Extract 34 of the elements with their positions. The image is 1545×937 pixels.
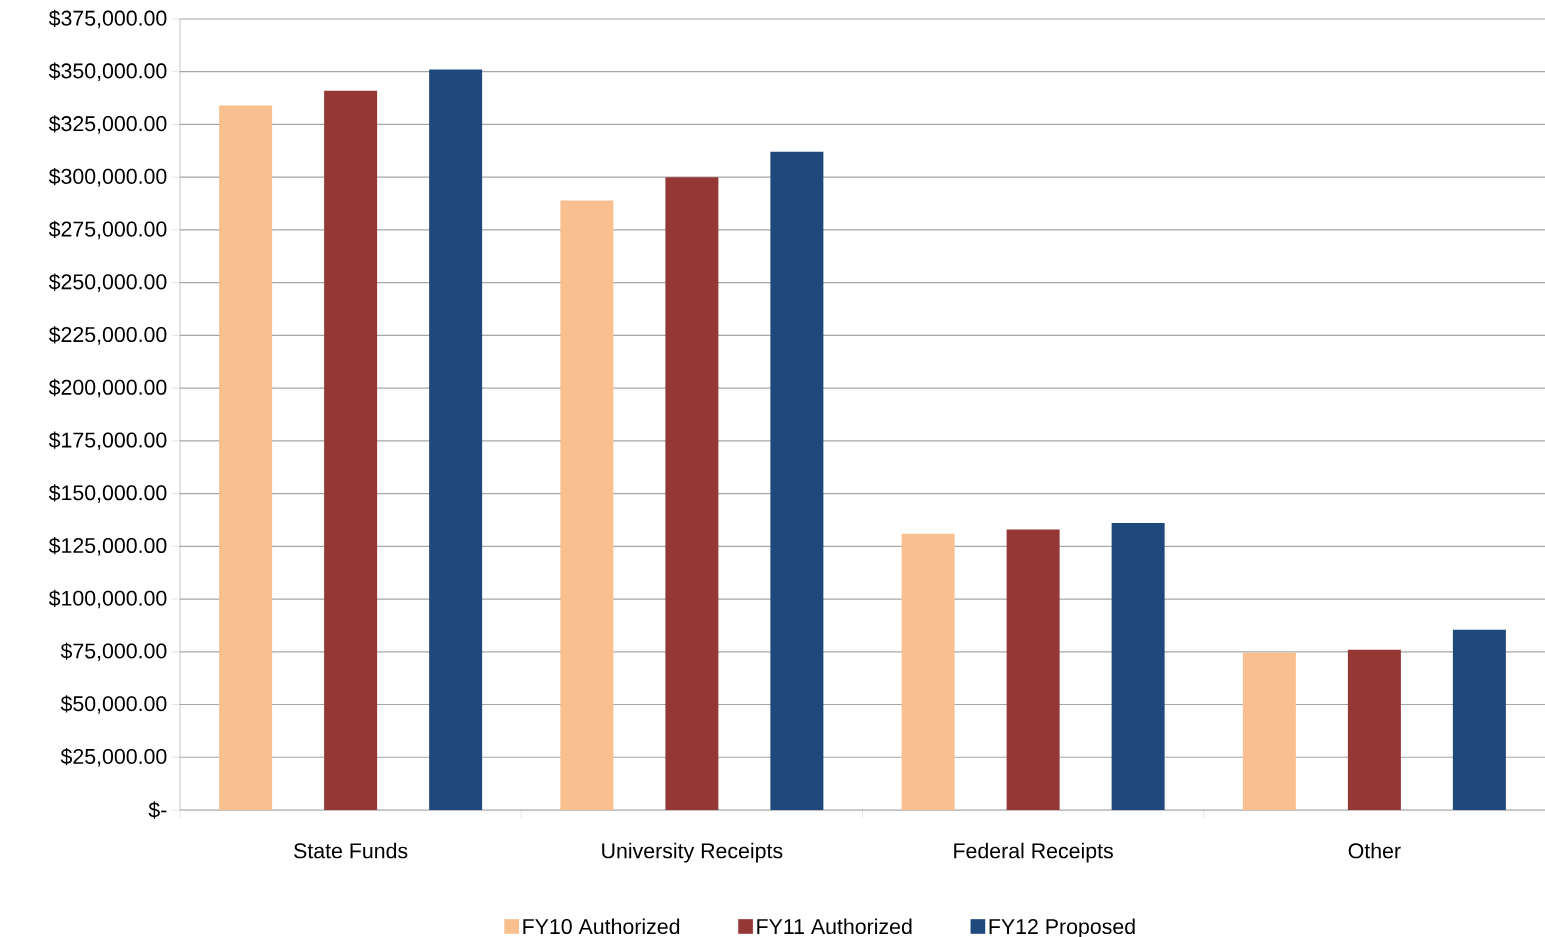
y-tick-label: $150,000.00 — [48, 484, 167, 503]
legend-label: FY11 Authorized — [757, 918, 912, 935]
y-tick-label: $125,000.00 — [48, 537, 167, 556]
bar — [429, 69, 483, 810]
x-tick-label: Federal Receipts — [954, 842, 1113, 863]
y-tick-label: $25,000.00 — [60, 747, 167, 767]
bar — [1452, 629, 1506, 810]
x-tick-label: State Funds — [294, 842, 408, 859]
y-tick-label: $175,000.00 — [48, 431, 167, 451]
x-tick-label: Other — [1348, 842, 1401, 859]
bar — [1347, 649, 1401, 810]
y-tick-label: $75,000.00 — [60, 642, 167, 662]
bar — [665, 177, 719, 810]
bar — [1242, 652, 1296, 810]
bar — [1111, 523, 1165, 810]
y-tick-label: $225,000.00 — [48, 326, 167, 345]
y-tick-label: $350,000.00 — [48, 62, 167, 81]
y-tick-label: $- — [148, 801, 167, 819]
y-tick-label: $50,000.00 — [60, 695, 167, 714]
legend-label: FY10 Authorized — [523, 918, 680, 935]
y-tick-label: $275,000.00 — [48, 220, 167, 240]
y-tick-label: $375,000.00 — [48, 9, 167, 29]
y-tick-label: $325,000.00 — [48, 115, 167, 134]
y-tick-label: $200,000.00 — [48, 378, 167, 398]
bar — [324, 90, 378, 810]
y-tick-label: $250,000.00 — [48, 273, 167, 292]
bar — [901, 533, 955, 810]
bar — [219, 105, 273, 810]
bar — [770, 151, 824, 810]
bar — [1006, 529, 1060, 810]
x-tick-label: University Receipts — [602, 842, 783, 863]
bar — [560, 200, 614, 810]
y-tick-label: $300,000.00 — [48, 167, 167, 187]
y-tick-label: $100,000.00 — [48, 589, 167, 609]
